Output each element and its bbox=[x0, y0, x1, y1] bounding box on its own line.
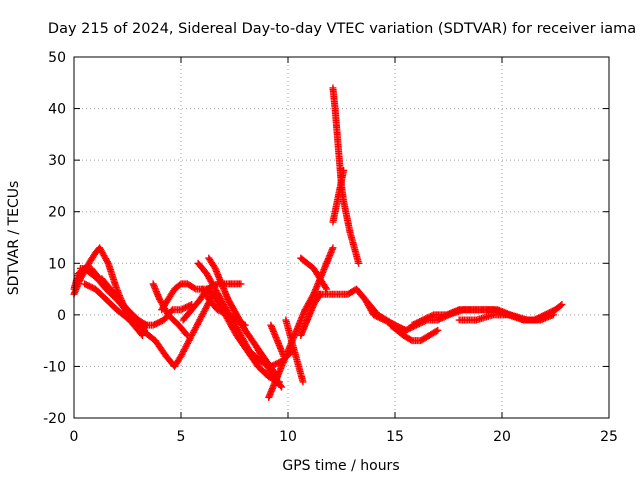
x-tick-label: 15 bbox=[386, 429, 404, 445]
data-point bbox=[329, 244, 337, 252]
data-point bbox=[552, 306, 559, 314]
data-point bbox=[185, 302, 193, 310]
data-point bbox=[428, 312, 436, 320]
series-trace-17 bbox=[297, 254, 331, 293]
data-point bbox=[149, 321, 157, 329]
y-tick-label: -10 bbox=[43, 359, 66, 375]
data-point bbox=[278, 383, 286, 391]
plot-frame bbox=[73, 56, 610, 419]
data-point bbox=[183, 331, 191, 339]
data-point bbox=[549, 311, 557, 319]
data-point bbox=[182, 330, 190, 338]
data-point bbox=[414, 318, 422, 326]
data-point bbox=[154, 319, 162, 327]
x-tick-label: 10 bbox=[279, 429, 297, 445]
data-point bbox=[85, 282, 93, 290]
data-point bbox=[81, 280, 89, 288]
chart-title: Day 215 of 2024, Sidereal Day-to-day VTE… bbox=[48, 21, 636, 37]
series-trace-14 bbox=[267, 321, 288, 360]
data-point bbox=[88, 284, 96, 292]
data-point bbox=[215, 306, 223, 314]
data-point bbox=[403, 326, 411, 334]
data-point bbox=[103, 258, 111, 266]
y-tick-label: 30 bbox=[48, 153, 66, 169]
series-trace-15 bbox=[282, 316, 307, 386]
x-tick-label: 0 bbox=[70, 429, 79, 445]
data-point bbox=[408, 321, 416, 329]
y-tick-label: 40 bbox=[48, 102, 66, 118]
data-point bbox=[179, 305, 187, 313]
y-tick-label: 50 bbox=[48, 50, 66, 66]
data-point bbox=[155, 318, 163, 326]
data-point bbox=[191, 284, 199, 292]
data-point bbox=[420, 315, 428, 323]
data-point bbox=[152, 320, 160, 328]
data-point bbox=[280, 352, 288, 360]
data-point bbox=[277, 382, 285, 390]
data-point bbox=[216, 307, 224, 315]
data-point bbox=[322, 284, 330, 292]
data-point bbox=[82, 281, 90, 289]
tick-layer: 0 5 10 15 20 25 -20 -10 0 10 20 30 40 50 bbox=[43, 50, 618, 445]
data-point bbox=[84, 281, 92, 289]
y-tick-label: 0 bbox=[57, 308, 66, 324]
y-tick-label: 20 bbox=[48, 205, 66, 221]
data-point bbox=[177, 306, 185, 314]
data-point bbox=[299, 378, 307, 386]
data-point bbox=[157, 317, 165, 325]
data-point bbox=[183, 303, 191, 311]
series-trace-5 bbox=[98, 275, 149, 334]
data-point bbox=[355, 259, 363, 267]
y-tick-label: 10 bbox=[48, 256, 66, 272]
x-tick-label: 5 bbox=[177, 429, 186, 445]
data-point bbox=[141, 326, 149, 334]
data-point bbox=[151, 320, 159, 328]
data-point bbox=[402, 326, 410, 334]
data-point bbox=[413, 319, 421, 327]
data-point bbox=[237, 280, 245, 288]
x-tick-label: 20 bbox=[493, 429, 511, 445]
series-trace-12 bbox=[224, 295, 286, 391]
data-point bbox=[411, 320, 419, 328]
data-point bbox=[140, 325, 148, 333]
data-point bbox=[419, 316, 427, 324]
series-trace-20 bbox=[329, 166, 348, 226]
data-point bbox=[340, 166, 348, 174]
data-point bbox=[416, 317, 424, 325]
data-point bbox=[423, 314, 431, 322]
data-point bbox=[557, 302, 565, 310]
series-trace-19 bbox=[329, 84, 363, 267]
data-point bbox=[221, 309, 229, 317]
x-tick-label: 25 bbox=[600, 429, 618, 445]
series-trace-22 bbox=[387, 321, 442, 345]
x-axis-label: GPS time / hours bbox=[282, 458, 399, 474]
y-tick-label: -20 bbox=[43, 411, 66, 427]
data-point bbox=[432, 327, 440, 335]
data-point bbox=[213, 306, 221, 314]
data-point bbox=[405, 325, 413, 333]
data-point bbox=[417, 317, 425, 325]
data-point bbox=[422, 315, 430, 323]
data-point bbox=[271, 360, 279, 368]
data-point bbox=[434, 326, 442, 334]
data-point bbox=[323, 285, 331, 293]
data-point bbox=[407, 336, 415, 344]
data-point bbox=[425, 313, 433, 321]
data-point bbox=[558, 301, 566, 309]
data-point bbox=[219, 309, 227, 317]
data-point bbox=[87, 283, 95, 291]
data-point bbox=[410, 320, 418, 328]
y-axis-label: SDTVAR / TECUs bbox=[6, 181, 22, 296]
data-point bbox=[182, 303, 190, 311]
data-point bbox=[426, 312, 434, 320]
series-trace-25 bbox=[455, 311, 557, 324]
data-point bbox=[180, 304, 188, 312]
data-point bbox=[218, 308, 226, 316]
